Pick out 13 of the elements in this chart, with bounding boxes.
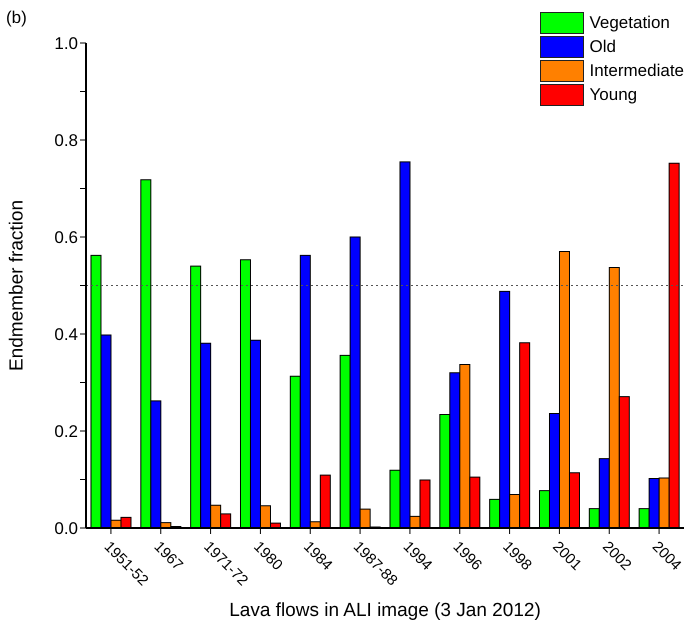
text: (b) (6, 8, 27, 28)
y-tick-label: 0.0 (54, 519, 78, 538)
legend-label: Intermediate (590, 61, 684, 81)
y-tick-label: 1.0 (54, 34, 78, 54)
x-axis-title: Lava flows in ALI image (3 Jan 2012) (229, 600, 541, 621)
y-tick-label: 0.4 (54, 325, 78, 344)
legend-label: Old (590, 37, 616, 57)
y-axis-title: Endmember fraction (6, 200, 28, 372)
legend-label: Vegetation (590, 13, 670, 33)
legend-label: Young (590, 85, 638, 105)
y-tick-label: 0.6 (54, 228, 78, 248)
y-tick-label: 0.2 (54, 422, 78, 442)
y-tick-label: 0.8 (54, 131, 78, 150)
